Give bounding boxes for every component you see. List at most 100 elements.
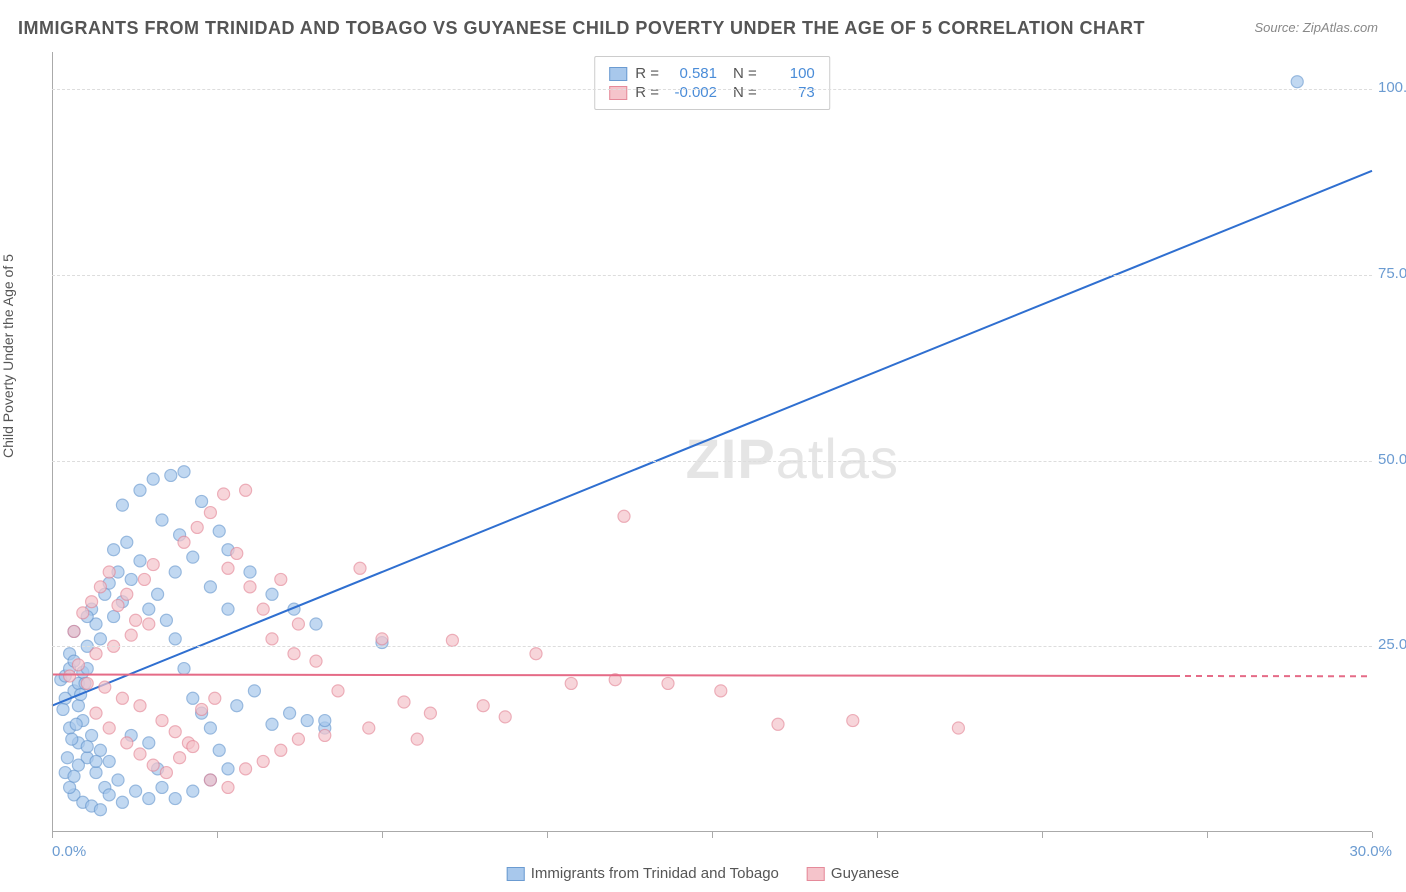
data-point bbox=[204, 722, 216, 734]
data-point bbox=[284, 707, 296, 719]
y-tick-label: 100.0% bbox=[1378, 79, 1406, 96]
data-point bbox=[266, 718, 278, 730]
data-point bbox=[72, 659, 84, 671]
data-point bbox=[130, 614, 142, 626]
legend-row-series-1: R = 0.581 N = 100 bbox=[609, 65, 815, 82]
chart-title: IMMIGRANTS FROM TRINIDAD AND TOBAGO VS G… bbox=[18, 18, 1145, 39]
x-axis-max-label: 30.0% bbox=[1349, 843, 1392, 860]
data-point bbox=[187, 551, 199, 563]
data-point bbox=[112, 774, 124, 786]
data-point bbox=[116, 796, 128, 808]
data-point bbox=[178, 466, 190, 478]
data-point bbox=[266, 588, 278, 600]
data-point bbox=[125, 573, 137, 585]
data-point bbox=[222, 603, 234, 615]
data-point bbox=[70, 718, 82, 730]
data-point bbox=[156, 514, 168, 526]
data-point bbox=[319, 729, 331, 741]
data-point bbox=[86, 596, 98, 608]
data-point bbox=[160, 614, 172, 626]
data-point bbox=[138, 573, 150, 585]
data-point bbox=[143, 737, 155, 749]
data-point bbox=[103, 755, 115, 767]
data-point bbox=[147, 473, 159, 485]
correlation-legend: R = 0.581 N = 100 R = -0.002 N = 73 bbox=[594, 56, 830, 110]
data-point bbox=[81, 741, 93, 753]
data-point bbox=[169, 566, 181, 578]
data-point bbox=[275, 573, 287, 585]
data-point bbox=[244, 581, 256, 593]
data-point bbox=[847, 715, 859, 727]
data-point bbox=[772, 718, 784, 730]
data-point bbox=[715, 685, 727, 697]
data-point bbox=[90, 648, 102, 660]
y-axis bbox=[52, 52, 53, 832]
data-point bbox=[156, 781, 168, 793]
data-point bbox=[86, 729, 98, 741]
data-point bbox=[222, 763, 234, 775]
data-point bbox=[530, 648, 542, 660]
data-point bbox=[187, 785, 199, 797]
data-point bbox=[116, 692, 128, 704]
data-point bbox=[424, 707, 436, 719]
data-point bbox=[121, 737, 133, 749]
n-label: N = bbox=[733, 65, 757, 82]
r-label: R = bbox=[635, 84, 659, 101]
legend-label: Immigrants from Trinidad and Tobago bbox=[531, 865, 779, 882]
data-point bbox=[103, 789, 115, 801]
data-point bbox=[165, 469, 177, 481]
legend-label: Guyanese bbox=[831, 865, 899, 882]
data-point bbox=[248, 685, 260, 697]
data-point bbox=[213, 744, 225, 756]
data-point bbox=[178, 663, 190, 675]
data-point bbox=[222, 562, 234, 574]
data-point bbox=[204, 507, 216, 519]
data-point bbox=[196, 495, 208, 507]
source-attribution: Source: ZipAtlas.com bbox=[1254, 20, 1378, 35]
x-axis-min-label: 0.0% bbox=[52, 843, 86, 860]
data-point bbox=[77, 607, 89, 619]
data-point bbox=[187, 692, 199, 704]
data-point bbox=[222, 781, 234, 793]
r-value: -0.002 bbox=[667, 84, 717, 101]
chart-area: ZIPatlas 0.0% 30.0% R = 0.581 N = 100 R … bbox=[52, 52, 1372, 832]
data-point bbox=[125, 629, 137, 641]
data-point bbox=[1291, 76, 1303, 88]
data-point bbox=[134, 555, 146, 567]
data-point bbox=[662, 677, 674, 689]
data-point bbox=[134, 700, 146, 712]
data-point bbox=[213, 525, 225, 537]
regression-line bbox=[52, 171, 1372, 706]
data-point bbox=[72, 700, 84, 712]
data-point bbox=[275, 744, 287, 756]
data-point bbox=[66, 733, 78, 745]
data-point bbox=[446, 634, 458, 646]
data-point bbox=[244, 566, 256, 578]
n-value: 73 bbox=[765, 84, 815, 101]
data-point bbox=[310, 655, 322, 667]
data-point bbox=[411, 733, 423, 745]
data-point bbox=[103, 566, 115, 578]
data-point bbox=[152, 588, 164, 600]
data-point bbox=[134, 748, 146, 760]
data-point bbox=[209, 692, 221, 704]
legend-item-trinidad: Immigrants from Trinidad and Tobago bbox=[507, 865, 779, 882]
data-point bbox=[332, 685, 344, 697]
data-point bbox=[204, 774, 216, 786]
data-point bbox=[121, 536, 133, 548]
data-point bbox=[240, 763, 252, 775]
n-value: 100 bbox=[765, 65, 815, 82]
data-point bbox=[108, 544, 120, 556]
data-point bbox=[319, 715, 331, 727]
data-point bbox=[90, 755, 102, 767]
data-point bbox=[143, 793, 155, 805]
data-point bbox=[134, 484, 146, 496]
data-point bbox=[266, 633, 278, 645]
data-point bbox=[68, 770, 80, 782]
data-point bbox=[354, 562, 366, 574]
data-point bbox=[288, 648, 300, 660]
data-point bbox=[94, 744, 106, 756]
data-point bbox=[169, 726, 181, 738]
legend-swatch-pink bbox=[807, 867, 825, 881]
legend-swatch-blue bbox=[507, 867, 525, 881]
